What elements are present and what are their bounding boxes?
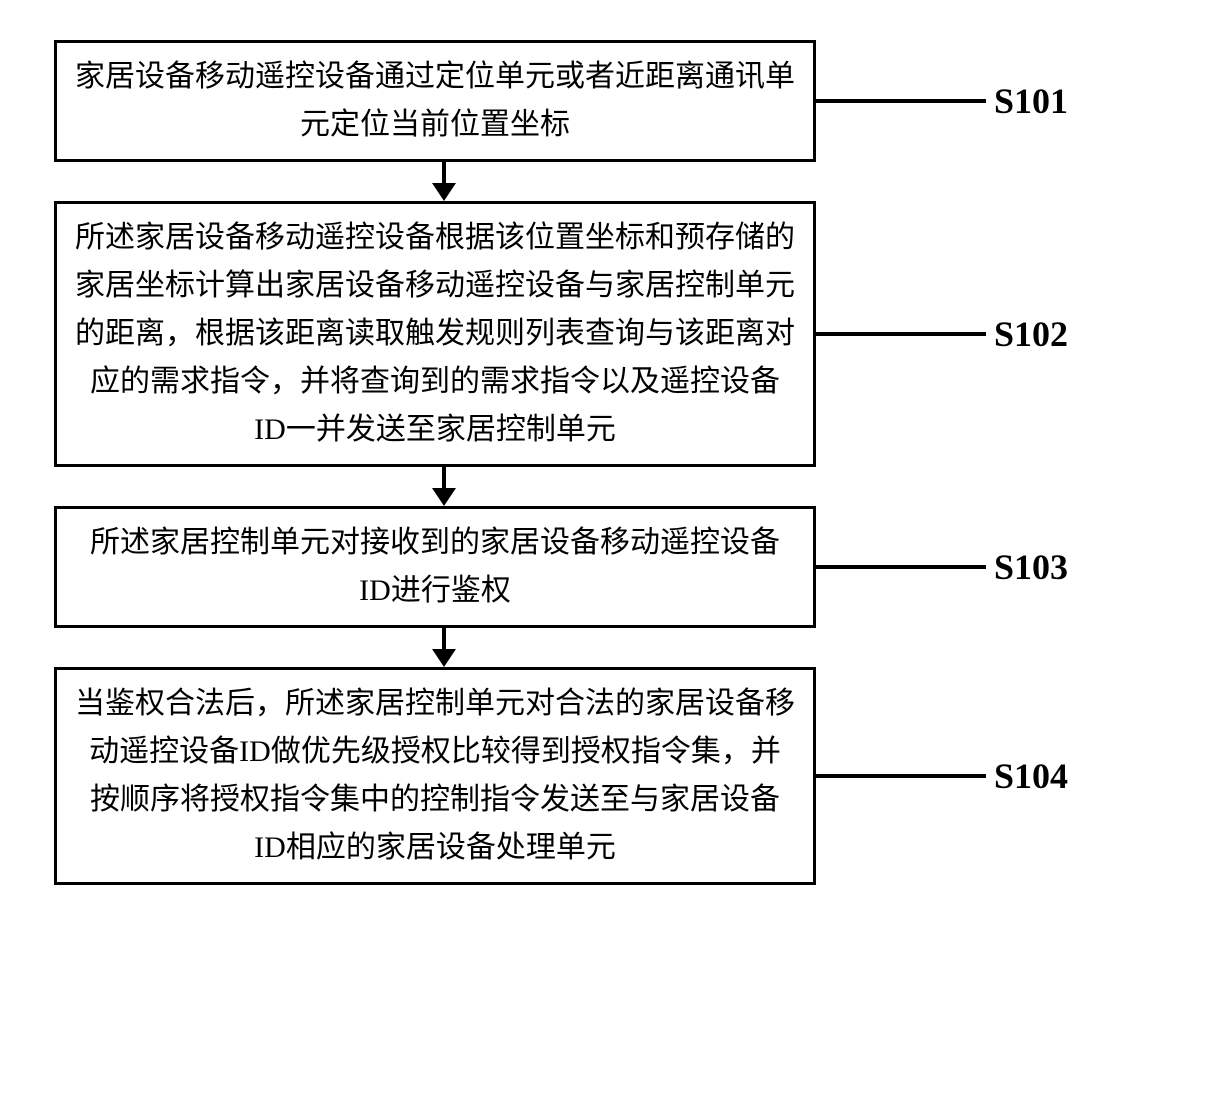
step-row-s103: 所述家居控制单元对接收到的家居设备移动遥控设备ID进行鉴权 S103	[54, 506, 1154, 628]
arrow-shaft	[442, 162, 446, 184]
step-label-s102: S102	[986, 313, 1068, 355]
arrow-down-icon	[432, 162, 456, 201]
step-box-s102: 所述家居设备移动遥控设备根据该位置坐标和预存储的家居坐标计算出家居设备移动遥控设…	[54, 201, 816, 467]
flowchart-container: 家居设备移动遥控设备通过定位单元或者近距离通讯单元定位当前位置坐标 S101 所述家…	[54, 40, 1154, 885]
connector-line	[816, 332, 986, 336]
connector-line	[816, 774, 986, 778]
connector-line	[816, 99, 986, 103]
arrow-head	[432, 183, 456, 201]
step-label-s104: S104	[986, 755, 1068, 797]
step-box-s103: 所述家居控制单元对接收到的家居设备移动遥控设备ID进行鉴权	[54, 506, 816, 628]
connector-line	[816, 565, 986, 569]
step-box-s101: 家居设备移动遥控设备通过定位单元或者近距离通讯单元定位当前位置坐标	[54, 40, 816, 162]
arrow-shaft	[442, 628, 446, 650]
arrow-head	[432, 649, 456, 667]
arrow-shaft	[442, 467, 446, 489]
arrow-down-icon	[432, 628, 456, 667]
arrow-head	[432, 488, 456, 506]
arrow-down-icon	[432, 467, 456, 506]
step-row-s104: 当鉴权合法后，所述家居控制单元对合法的家居设备移动遥控设备ID做优先级授权比较得…	[54, 667, 1154, 885]
step-box-s104: 当鉴权合法后，所述家居控制单元对合法的家居设备移动遥控设备ID做优先级授权比较得…	[54, 667, 816, 885]
step-row-s101: 家居设备移动遥控设备通过定位单元或者近距离通讯单元定位当前位置坐标 S101	[54, 40, 1154, 162]
step-label-s101: S101	[986, 80, 1068, 122]
step-row-s102: 所述家居设备移动遥控设备根据该位置坐标和预存储的家居坐标计算出家居设备移动遥控设…	[54, 201, 1154, 467]
step-label-s103: S103	[986, 546, 1068, 588]
